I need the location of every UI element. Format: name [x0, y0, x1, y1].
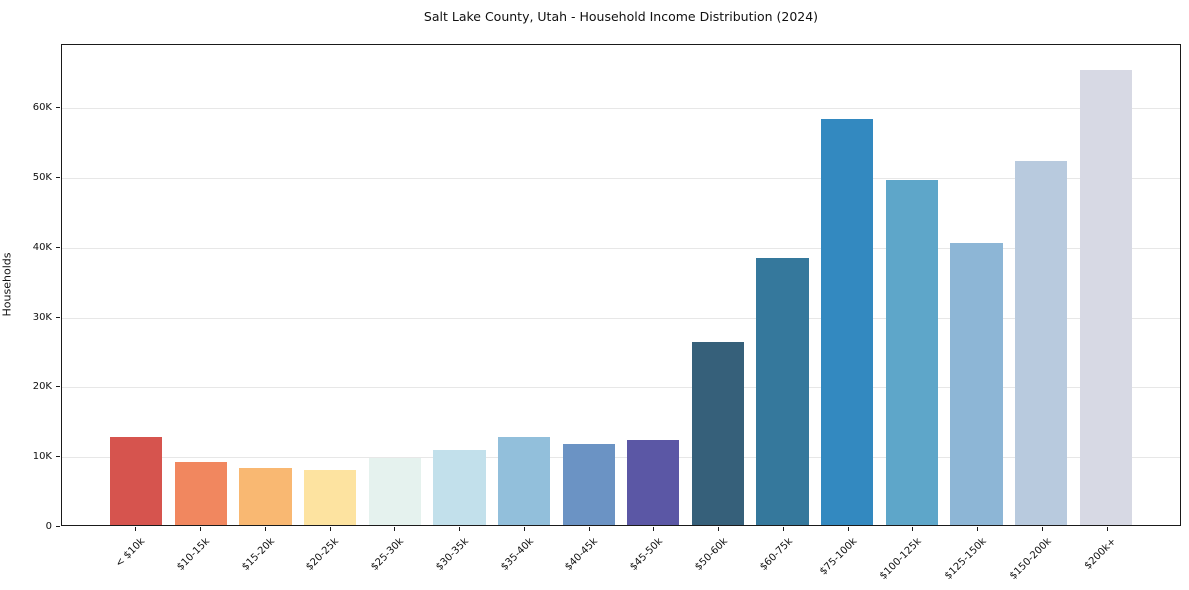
x-tick-label: $20-25k: [304, 536, 342, 573]
chart-title: Salt Lake County, Utah - Household Incom…: [423, 9, 819, 24]
y-tick-mark: [56, 177, 60, 179]
x-tick-label: $45-50k: [628, 536, 666, 573]
bar-$75-100k: [821, 118, 874, 525]
y-tick-mark: [56, 316, 60, 318]
x-tick-label: $40-45k: [563, 536, 601, 573]
gridline: [62, 457, 1180, 459]
y-tick-label: 60K: [32, 102, 52, 114]
gridline: [62, 247, 1180, 249]
gridline: [62, 178, 1180, 180]
bar-$40-45k: [562, 443, 615, 525]
bar-$50-60k: [691, 342, 745, 525]
y-tick-mark: [56, 386, 60, 388]
bar-$60-75k: [756, 258, 809, 525]
bar-$125-150k: [950, 242, 1003, 525]
y-tick-label: 0: [45, 521, 52, 532]
x-tick-mark: [264, 527, 266, 531]
bar-$100-125k: [885, 179, 938, 525]
y-tick-mark: [56, 107, 60, 109]
bars-container: [62, 45, 1180, 525]
bar-$200k+: [1079, 70, 1132, 525]
bar-slot: [298, 45, 363, 525]
bar-slot: [1073, 45, 1138, 525]
x-tick-mark: [200, 527, 202, 531]
x-tick-label: < $10k: [113, 536, 148, 570]
x-tick-label: $10-15k: [174, 536, 212, 573]
x-tick-label: $50-60k: [692, 536, 730, 573]
bar-$30-35k: [433, 449, 486, 525]
y-tick-label: 40K: [32, 241, 52, 253]
bar-$20-25k: [304, 470, 357, 525]
x-tick-mark: [653, 527, 655, 531]
gridline: [62, 317, 1180, 319]
x-tick-label: $75-100k: [817, 536, 860, 578]
x-tick-mark: [588, 527, 590, 531]
bar-slot: [233, 45, 298, 525]
y-tick-label: 20K: [32, 381, 52, 393]
x-tick-mark: [912, 527, 914, 531]
x-tick-mark: [718, 527, 720, 531]
bar-< $10k: [110, 436, 163, 525]
x-tick-mark: [135, 527, 137, 531]
x-tick-label: $125-150k: [942, 536, 989, 582]
y-tick-label: 30K: [32, 311, 52, 323]
x-tick-mark: [1106, 527, 1108, 531]
bar-$45-50k: [627, 439, 680, 525]
x-tick-label: $200k+: [1082, 536, 1119, 572]
bar-$25-30k: [368, 457, 421, 525]
x-tick-mark: [977, 527, 979, 531]
bar-$35-40k: [497, 436, 551, 525]
x-tick-mark: [459, 527, 461, 531]
x-tick-label: $100-125k: [878, 536, 925, 582]
x-tick-label: $150-200k: [1007, 536, 1054, 582]
bar-$15-20k: [239, 468, 292, 525]
bar-slot: [621, 45, 686, 525]
bar-slot: [944, 45, 1009, 525]
x-tick-mark: [523, 527, 525, 531]
bar-slot: [750, 45, 815, 525]
y-tick-mark: [56, 526, 60, 527]
x-tick-label: $35-40k: [498, 536, 536, 573]
x-tick-label: $25-30k: [369, 536, 407, 573]
bar-slot: [1009, 45, 1074, 525]
bar-$150-200k: [1014, 161, 1068, 525]
x-tick-label: $60-75k: [757, 536, 795, 573]
plot-area: [61, 44, 1181, 526]
bar-slot: [363, 45, 428, 525]
y-tick-mark: [56, 456, 60, 458]
x-tick-label: $30-35k: [433, 536, 471, 573]
bar-slot: [880, 45, 945, 525]
gridline: [62, 108, 1180, 110]
x-tick-mark: [329, 527, 331, 531]
y-tick-mark: [56, 246, 60, 248]
x-tick-label: $15-20k: [239, 536, 277, 573]
y-tick-label: 50K: [32, 172, 52, 184]
x-tick-mark: [394, 527, 396, 531]
x-tick-mark: [782, 527, 784, 531]
bar-slot: [169, 45, 234, 525]
gridline: [62, 387, 1180, 389]
bar-slot: [815, 45, 880, 525]
bar-slot: [492, 45, 557, 525]
x-tick-mark: [847, 527, 849, 531]
bar-slot: [104, 45, 169, 525]
bar-slot: [427, 45, 492, 525]
x-tick-mark: [1041, 527, 1043, 531]
bar-$10-15k: [174, 462, 228, 525]
bar-slot: [556, 45, 621, 525]
y-tick-label: 10K: [32, 451, 52, 463]
bar-slot: [686, 45, 751, 525]
